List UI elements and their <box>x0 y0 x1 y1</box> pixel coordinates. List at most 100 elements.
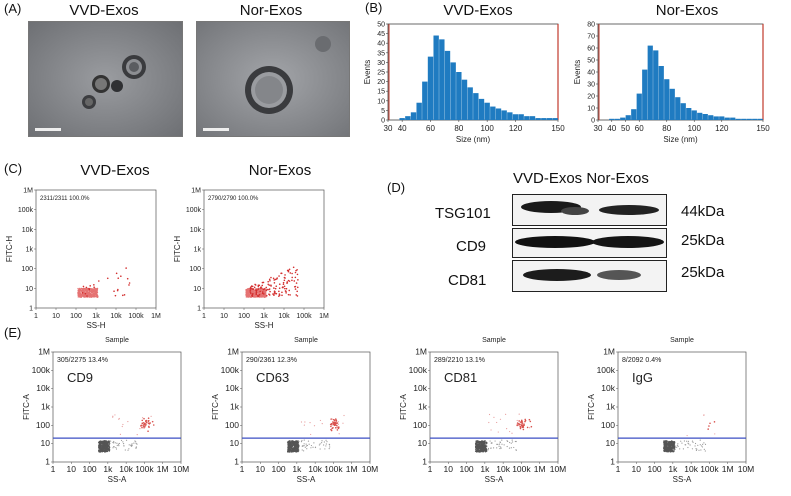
flow-y-tick-label: 1k <box>26 247 34 254</box>
flow-event <box>145 423 147 426</box>
flow-event <box>663 440 665 442</box>
hist-bar <box>461 79 468 120</box>
flow-event <box>335 426 337 429</box>
flow-event <box>668 447 671 450</box>
flow-event <box>257 291 259 293</box>
flow-event <box>108 450 111 452</box>
flow-event <box>516 419 518 422</box>
hist-bar <box>724 117 730 120</box>
flow-event <box>667 449 669 452</box>
flow-event <box>119 433 122 435</box>
flow-event <box>321 440 323 442</box>
flow-event <box>143 417 145 420</box>
flow-event <box>257 295 260 297</box>
flow-event <box>303 424 305 426</box>
flow-event <box>267 283 270 286</box>
flow-event <box>687 440 690 442</box>
flow-event <box>255 291 258 293</box>
flow-event <box>99 448 102 451</box>
hist-bar <box>653 50 659 120</box>
tem-micrograph-vvd <box>29 22 182 136</box>
flow-y-axis-title: FITC-A <box>399 393 408 419</box>
flow-sample-title: Sample <box>105 337 129 344</box>
hist-bar <box>405 116 411 120</box>
flow-event <box>667 444 670 447</box>
panel-b-title-nor: Nor-Exos <box>655 2 719 19</box>
flow-event <box>269 279 271 282</box>
flow-x-axis-title: SS-A <box>673 475 692 484</box>
flow-event <box>245 289 247 292</box>
hist-y-tick-label: 60 <box>587 46 595 53</box>
hist-bar <box>450 62 456 120</box>
flow-event <box>334 418 337 420</box>
flow-event <box>118 445 120 447</box>
flow-y-tick-label: 100 <box>189 266 201 273</box>
flow-event <box>289 272 292 274</box>
hist-bar <box>746 118 752 120</box>
flow-event <box>278 287 281 290</box>
hist-bar <box>708 115 714 120</box>
flow-event <box>136 434 138 436</box>
flow-y-tick-label: 10k <box>225 383 239 393</box>
flow-event <box>297 450 299 453</box>
flow-event <box>687 446 689 449</box>
flow-event <box>296 269 298 271</box>
flow-event <box>96 289 98 292</box>
hist-x-tick-label: 50 <box>621 124 630 133</box>
flow-event <box>506 445 508 448</box>
flow-event <box>96 288 98 291</box>
flow-event <box>480 441 483 443</box>
flow-event <box>270 276 272 279</box>
hist-y-tick-label: 10 <box>587 106 595 113</box>
flow-x-tick-label: 1 <box>51 464 56 474</box>
flow-x-tick-label: 10k <box>684 464 698 474</box>
flow-event <box>286 282 288 284</box>
hist-y-tick-label: 0 <box>381 118 385 125</box>
flow-y-tick-label: 10k <box>190 227 202 234</box>
flow-event <box>79 288 81 290</box>
hist-bar <box>735 118 741 120</box>
flow-event <box>522 426 525 428</box>
flow-y-tick-label: 10k <box>36 383 50 393</box>
flow-x-tick-label: 1 <box>616 464 621 474</box>
flow-event <box>117 443 120 445</box>
flow-event <box>116 289 119 292</box>
flow-event <box>664 449 667 451</box>
flow-event <box>306 448 308 450</box>
flow-event <box>259 292 262 295</box>
flow-x-tick-label: 1k <box>92 313 100 320</box>
flow-x-tick-label: 100k <box>135 464 154 474</box>
flow-event <box>273 290 276 293</box>
flow-event <box>151 420 154 423</box>
hist-bar <box>730 117 736 120</box>
flow-event <box>307 440 310 442</box>
flow-event <box>285 292 287 294</box>
flow-event <box>141 419 144 422</box>
flow-event <box>91 288 94 290</box>
flow-event <box>332 422 334 424</box>
flow-x-axis-title: SS-A <box>297 475 316 484</box>
flow-event <box>123 445 125 447</box>
flow-event <box>251 291 253 294</box>
flow-event <box>288 289 291 292</box>
flow-event <box>309 422 311 424</box>
flow-event <box>702 443 704 445</box>
flow-event <box>289 449 291 451</box>
flow-x-tick-label: 10 <box>256 464 266 474</box>
flow-event <box>102 448 105 451</box>
flow-event <box>499 441 501 444</box>
flow-event <box>135 441 137 443</box>
flow-event <box>81 291 84 294</box>
flow-event <box>77 294 80 297</box>
flow-event <box>90 295 92 298</box>
flow-x-tick-label: 1M <box>157 464 169 474</box>
flow-event <box>114 294 117 297</box>
flow-x-tick-label: 10 <box>52 313 60 320</box>
flow-event <box>273 282 276 284</box>
flow-event <box>286 281 289 283</box>
flow-event <box>480 448 482 451</box>
flow-event <box>102 450 105 453</box>
flow-event <box>290 451 293 453</box>
wb-band-cd81 <box>512 260 667 292</box>
flow-event <box>106 448 109 450</box>
